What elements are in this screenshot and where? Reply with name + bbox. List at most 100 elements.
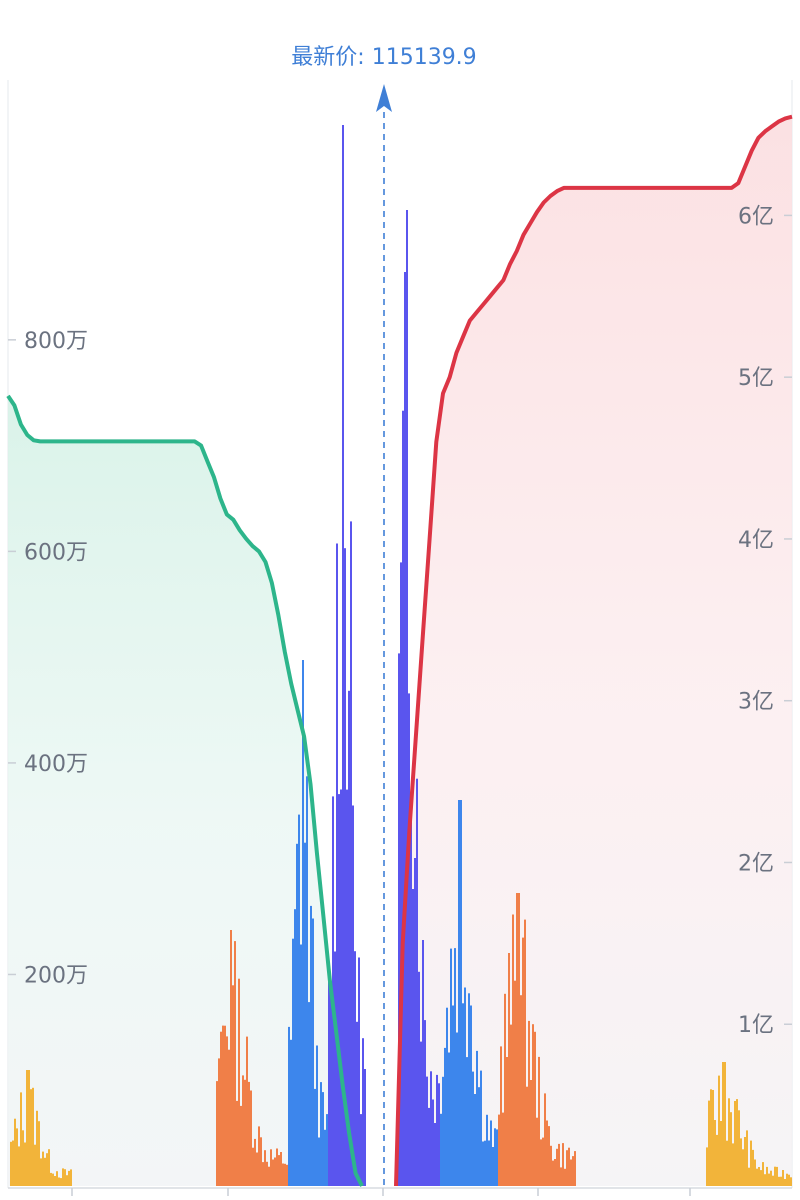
volume-bar [36, 1110, 38, 1186]
volume-bar [250, 1090, 252, 1186]
volume-bar [772, 1175, 774, 1186]
volume-bar [338, 794, 340, 1186]
volume-bar [302, 660, 304, 1186]
volume-bar [468, 993, 470, 1186]
volume-bar [234, 941, 236, 1186]
volume-bar [298, 814, 300, 1186]
volume-bar [500, 1046, 502, 1186]
volume-bar [552, 1160, 554, 1186]
volume-bar [244, 1079, 246, 1186]
volume-bar [482, 1141, 484, 1186]
volume-bar [530, 1080, 532, 1186]
volume-bar [256, 1152, 258, 1186]
volume-bar [454, 948, 456, 1186]
volume-bar [260, 1137, 262, 1186]
volume-bar [782, 1170, 784, 1186]
volume-bar [218, 1058, 220, 1186]
volume-bar [480, 1070, 482, 1186]
volume-bar [258, 1126, 260, 1186]
volume-bar [292, 938, 294, 1186]
volume-bar [402, 410, 404, 1186]
volume-bar [240, 1105, 242, 1186]
volume-bar [742, 1149, 744, 1186]
volume-bar [12, 1140, 14, 1186]
volume-bar [246, 1036, 248, 1186]
volume-bar [346, 789, 348, 1186]
volume-bar [464, 987, 466, 1186]
volume-bar [716, 1134, 718, 1186]
volume-bar [70, 1169, 72, 1186]
volume-bar [504, 993, 506, 1186]
volume-bar [708, 1100, 710, 1186]
volume-bar [774, 1166, 776, 1186]
volume-bar [266, 1161, 268, 1186]
volume-bar [276, 1148, 278, 1186]
volume-bar [34, 1144, 36, 1186]
volume-bar [540, 1139, 542, 1186]
volume-bar [268, 1166, 270, 1186]
volume-bar [758, 1167, 760, 1186]
volume-bar [58, 1177, 60, 1186]
volume-bar [732, 1143, 734, 1186]
right-axis-tick-label: 2亿 [738, 851, 774, 876]
volume-bar [294, 909, 296, 1186]
volume-bar [472, 1071, 474, 1186]
volume-bar [446, 1007, 448, 1186]
volume-bar [334, 951, 336, 1186]
volume-bar [54, 1176, 56, 1186]
volume-bar [280, 1152, 282, 1186]
volume-bar [296, 843, 298, 1186]
volume-bar [426, 1076, 428, 1186]
volume-bar [356, 1021, 358, 1186]
left-axis-tick-label: 800万 [24, 329, 88, 354]
volume-bar [486, 1114, 488, 1186]
volume-bar [470, 1005, 472, 1186]
volume-bar [564, 1168, 566, 1186]
volume-bars [10, 125, 792, 1186]
volume-bar [520, 995, 522, 1186]
volume-bar [462, 1003, 464, 1186]
volume-bar [18, 1146, 20, 1186]
left-axis-tick-label: 600万 [24, 540, 88, 565]
volume-bar [362, 1038, 364, 1186]
volume-bar [718, 1075, 720, 1186]
volume-bar [414, 858, 416, 1186]
volume-bar [10, 1141, 12, 1186]
volume-bar [330, 997, 332, 1186]
volume-bar [60, 1178, 62, 1186]
volume-bar [322, 1092, 324, 1186]
volume-bar [344, 548, 346, 1186]
volume-bar [248, 1081, 250, 1186]
volume-bar [288, 1026, 290, 1186]
right-axis-tick-label: 1亿 [738, 1013, 774, 1038]
volume-bar [524, 919, 526, 1186]
volume-bar [518, 893, 520, 1186]
volume-bar [272, 1159, 274, 1186]
volume-bar [778, 1176, 780, 1186]
volume-bar [768, 1173, 770, 1186]
volume-bar [790, 1177, 792, 1186]
volume-bar [776, 1166, 778, 1186]
volume-bar [728, 1098, 730, 1186]
volume-bar [404, 272, 406, 1186]
volume-bar [308, 1002, 310, 1186]
volume-bar [236, 1100, 238, 1186]
volume-bar [554, 1159, 556, 1186]
volume-bar [432, 1099, 434, 1186]
volume-bar [282, 1163, 284, 1186]
volume-bar [56, 1171, 58, 1186]
ask-depth-area [396, 116, 792, 1187]
right-axis-tick-label: 3亿 [738, 690, 774, 715]
volume-bar [422, 940, 424, 1186]
volume-bar [66, 1175, 68, 1186]
volume-bar [14, 1118, 16, 1186]
volume-bar [290, 1039, 292, 1186]
volume-bar [766, 1166, 768, 1186]
volume-bar [788, 1174, 790, 1186]
volume-bar [46, 1153, 48, 1186]
volume-bar [510, 1024, 512, 1186]
volume-bar [400, 562, 402, 1186]
volume-bar [474, 1094, 476, 1186]
volume-bar [534, 1031, 536, 1186]
